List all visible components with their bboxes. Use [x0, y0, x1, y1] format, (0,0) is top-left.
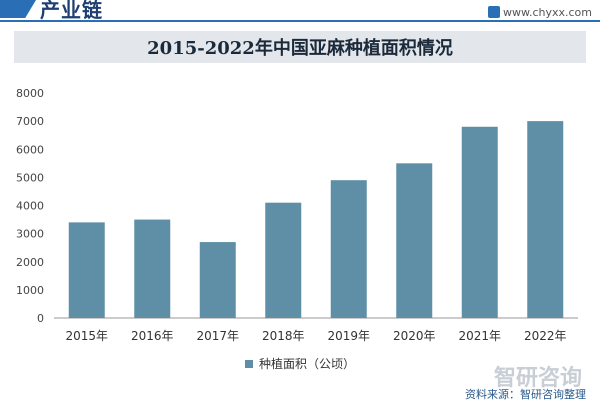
site-url-text: www.chyxx.com [502, 6, 592, 19]
y-tick-label: 5000 [16, 171, 44, 184]
bar-2017年 [199, 242, 236, 318]
header-divider [0, 20, 600, 22]
legend-label: 种植面积（公顷） [258, 357, 355, 371]
site-url[interactable]: www.chyxx.com [487, 6, 592, 19]
y-tick-label: 8000 [16, 87, 44, 100]
x-tick-label: 2019年 [327, 329, 370, 343]
bar-2018年 [265, 202, 302, 318]
y-tick-label: 1000 [16, 284, 44, 297]
bar-2019年 [330, 180, 367, 318]
y-tick-label: 4000 [16, 200, 44, 213]
bar-2020年 [396, 163, 433, 318]
x-tick-label: 2020年 [393, 329, 436, 343]
x-tick-label: 2021年 [458, 329, 501, 343]
y-tick-label: 7000 [16, 115, 44, 128]
footer-source: 资料来源：智研咨询整理 [465, 388, 586, 401]
chart-title: 2015-2022年中国亚麻种植面积情况 [14, 31, 586, 63]
y-tick-label: 3000 [16, 228, 44, 241]
y-tick-label: 0 [37, 312, 44, 325]
bar-2015年 [68, 222, 105, 318]
x-tick-label: 2018年 [262, 329, 305, 343]
x-tick-label: 2022年 [524, 329, 567, 343]
top-banner: 产业链 www.chyxx.com [0, 0, 600, 24]
x-tick-label: 2016年 [131, 329, 174, 343]
bar-2016年 [134, 219, 171, 318]
site-logo-icon [487, 6, 500, 18]
y-tick-label: 2000 [16, 256, 44, 269]
y-tick-label: 6000 [16, 143, 44, 156]
bar-2022年 [527, 121, 564, 318]
legend-swatch [244, 360, 253, 368]
x-tick-label: 2015年 [65, 329, 108, 343]
footer-logo: 智研咨询 [493, 366, 582, 391]
chart-legend: 种植面积（公顷） [0, 355, 600, 372]
bar-2021年 [461, 126, 498, 318]
x-tick-label: 2017年 [196, 329, 239, 343]
brand-title: 产业链 [40, 0, 103, 22]
brand-logo-icon [0, 0, 36, 18]
